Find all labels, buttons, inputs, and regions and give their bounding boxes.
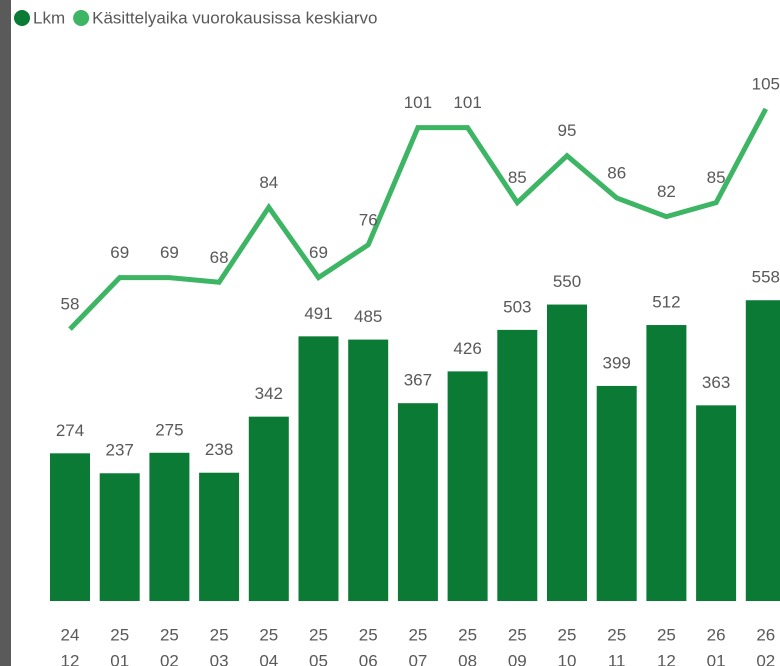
data-label: 237 (106, 441, 134, 460)
data-label: 85 (707, 168, 726, 187)
x-tick-label: 08 (458, 651, 477, 666)
bar (50, 453, 90, 601)
bar (199, 472, 240, 601)
x-tick-label: 12 (61, 651, 80, 666)
bar (547, 304, 587, 601)
bar (99, 473, 140, 601)
data-label: 86 (607, 163, 626, 182)
x-tick-label: 06 (359, 651, 378, 666)
bar (646, 325, 687, 601)
bar (298, 336, 339, 601)
data-label: 367 (404, 371, 432, 390)
data-label: 82 (657, 182, 676, 201)
x-tick-label: 04 (259, 651, 278, 666)
data-label: 69 (309, 243, 328, 262)
x-tick-label: 01 (110, 651, 129, 666)
data-label: 342 (255, 384, 283, 403)
data-label: 68 (210, 248, 229, 267)
x-tick-label: 25 (309, 625, 328, 644)
x-tick-label: 25 (110, 625, 129, 644)
data-label: 399 (603, 353, 631, 372)
data-label: 512 (652, 293, 680, 312)
data-label: 550 (553, 272, 581, 291)
x-tick-label: 01 (707, 651, 726, 666)
data-label: 69 (110, 243, 129, 262)
x-tick-label: 02 (756, 651, 775, 666)
data-label: 101 (404, 93, 432, 112)
data-label: 363 (702, 373, 730, 392)
bar (348, 339, 389, 601)
data-label: 426 (453, 339, 481, 358)
x-tick-label: 25 (259, 625, 278, 644)
x-tick-label: 25 (359, 625, 378, 644)
data-label: 238 (205, 440, 233, 459)
x-tick-label: 25 (160, 625, 179, 644)
x-tick-label: 25 (210, 625, 229, 644)
x-tick-label: 25 (657, 625, 676, 644)
data-label: 274 (56, 421, 84, 440)
bar (497, 329, 538, 601)
x-tick-label: 03 (210, 651, 229, 666)
data-label: 503 (503, 297, 531, 316)
x-tick-label: 25 (508, 625, 527, 644)
x-tick-label: 12 (657, 651, 676, 666)
bar (248, 416, 289, 601)
data-label: 558 (752, 268, 780, 287)
legend-swatch (73, 10, 90, 26)
data-label: 85 (508, 168, 527, 187)
x-tick-label: 10 (558, 651, 577, 666)
left-border (0, 0, 11, 666)
bar (745, 300, 780, 601)
bar (149, 452, 190, 601)
x-tick-label: 25 (408, 625, 427, 644)
data-label: 105 (752, 74, 780, 93)
data-label: 84 (259, 173, 278, 192)
data-label: 101 (453, 93, 481, 112)
data-label: 69 (160, 243, 179, 262)
x-tick-label: 25 (558, 625, 577, 644)
x-tick-label: 07 (408, 651, 427, 666)
legend-label: Käsittelyaika vuorokausissa keskiarvo (92, 8, 377, 27)
data-label: 76 (359, 210, 378, 229)
x-tick-label: 25 (458, 625, 477, 644)
data-label: 485 (354, 307, 382, 326)
x-tick-label: 11 (608, 651, 626, 666)
legend-swatch (14, 10, 30, 26)
data-label: 275 (155, 420, 183, 439)
bar (397, 403, 438, 601)
data-label: 95 (558, 121, 577, 140)
legend-label: Lkm (33, 8, 65, 27)
bar (596, 385, 637, 601)
x-tick-label: 02 (160, 651, 179, 666)
bar (447, 371, 488, 601)
x-tick-label: 26 (756, 625, 775, 644)
x-tick-label: 09 (508, 651, 527, 666)
x-tick-label: 05 (309, 651, 328, 666)
x-tick-label: 24 (61, 625, 80, 644)
bar (696, 405, 737, 601)
x-tick-label: 26 (707, 625, 726, 644)
line (68, 107, 769, 331)
data-label: 58 (61, 295, 80, 314)
data-label: 491 (304, 304, 332, 323)
x-tick-label: 25 (607, 625, 626, 644)
